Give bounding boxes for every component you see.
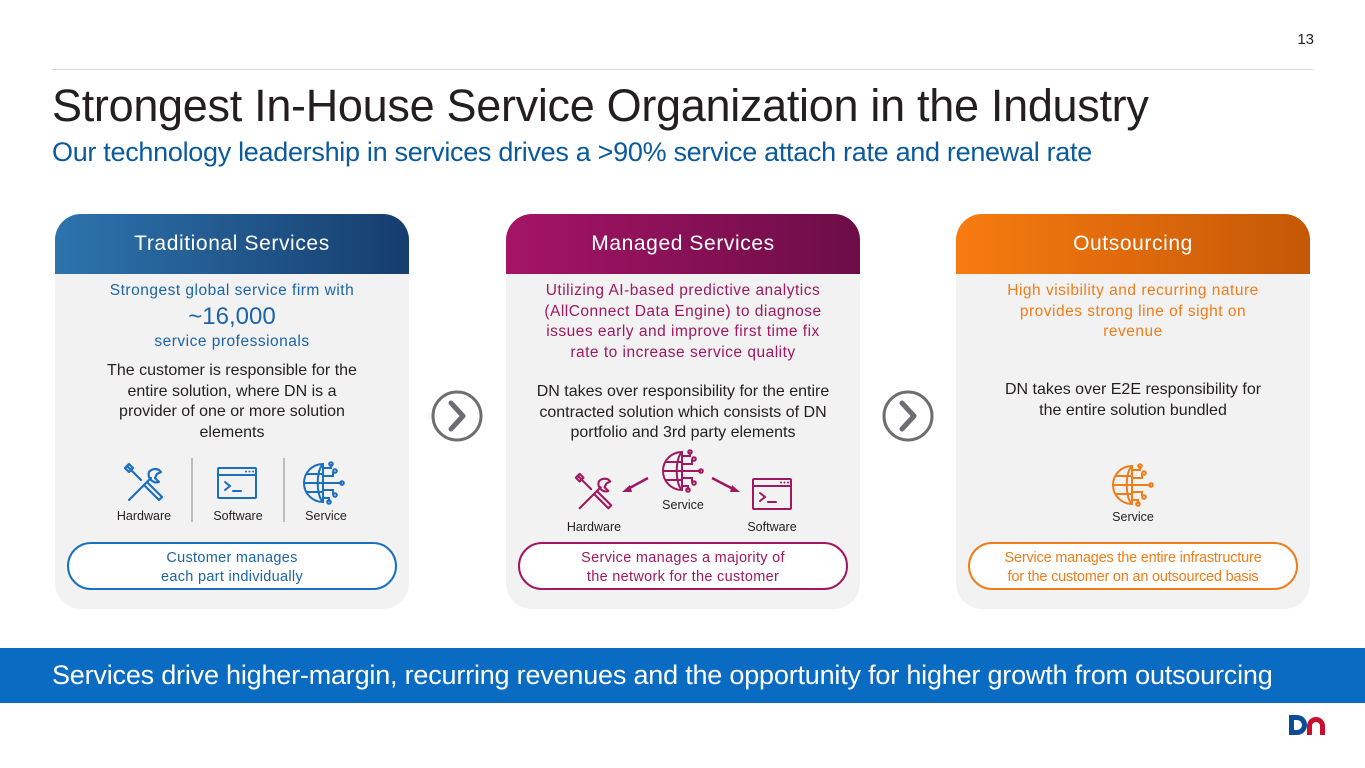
page-title: Strongest In-House Service Organization … bbox=[52, 80, 1149, 131]
page-number: 13 bbox=[1297, 31, 1314, 48]
card-lead: Strongest global service firm with ~16,0… bbox=[65, 281, 399, 352]
terminal-window-icon bbox=[752, 478, 792, 510]
pill-line: each part individually bbox=[160, 569, 303, 585]
lead-line: (AllConnect Data Engine) to diagnose bbox=[544, 302, 822, 320]
divider bbox=[191, 458, 193, 522]
lead-text: service professionals bbox=[154, 332, 310, 350]
icon-label-service: Service bbox=[662, 498, 704, 512]
lead-text: Strongest global service firm with bbox=[109, 282, 355, 299]
chevron-right-circle-icon bbox=[882, 390, 934, 442]
globe-network-icon bbox=[662, 449, 704, 493]
card-outsourcing: Outsourcing High visibility and recurrin… bbox=[956, 214, 1310, 609]
bottom-banner: Services drive higher-margin, recurring … bbox=[0, 648, 1365, 703]
card-body: The customer is responsible for the enti… bbox=[107, 362, 357, 441]
lead-line: issues early and improve first time fix bbox=[546, 323, 820, 340]
pill-line: Customer manages bbox=[166, 550, 298, 566]
icon-label-software: Software bbox=[213, 509, 263, 523]
lead-line: revenue bbox=[1103, 323, 1163, 340]
icon-label-hardware: Hardware bbox=[116, 509, 172, 523]
card-traditional-services: Traditional Services Strongest global se… bbox=[55, 214, 409, 609]
lead-line: High visibility and recurring nature bbox=[1007, 282, 1259, 299]
pill-line: for the customer on an outsourced basis bbox=[1007, 569, 1259, 585]
card-summary-pill: Service manages a majority of the networ… bbox=[518, 542, 848, 590]
globe-network-icon bbox=[1112, 463, 1154, 507]
dn-logo bbox=[1289, 715, 1325, 735]
pill-line: the network for the customer bbox=[586, 569, 780, 585]
wrench-screwdriver-icon bbox=[123, 462, 164, 502]
card-managed-services: Managed Services Utilizing AI-based pred… bbox=[506, 214, 860, 609]
globe-network-icon bbox=[303, 461, 345, 505]
divider bbox=[283, 458, 285, 522]
card-header: Managed Services bbox=[506, 214, 860, 274]
chevron-right-circle-icon bbox=[431, 390, 483, 442]
icon-label-software: Software bbox=[747, 520, 797, 534]
wrench-screwdriver-icon bbox=[574, 472, 613, 510]
icon-label-service: Service bbox=[305, 509, 347, 523]
card-header: Outsourcing bbox=[956, 214, 1310, 274]
card-summary-pill: Customer manages each part individually bbox=[67, 542, 397, 590]
arrow-right-down-icon bbox=[711, 476, 740, 492]
lead-line: rate to increase service quality bbox=[570, 343, 796, 361]
page-subtitle: Our technology leadership in services dr… bbox=[52, 137, 1092, 167]
card-body: DN takes over E2E responsibility for the… bbox=[1004, 381, 1262, 419]
card-lead: High visibility and recurring nature pro… bbox=[966, 281, 1300, 343]
card-header: Traditional Services bbox=[55, 214, 409, 274]
pill-line: Service manages the entire infrastructur… bbox=[1004, 550, 1262, 566]
terminal-window-icon bbox=[217, 467, 257, 499]
arrow-left-down-icon bbox=[622, 476, 649, 492]
lead-line: Utilizing AI-based predictive analytics bbox=[545, 282, 821, 299]
card-lead: Utilizing AI-based predictive analytics … bbox=[516, 281, 850, 363]
icon-label-hardware: Hardware bbox=[566, 520, 622, 534]
lead-line: provides strong line of sight on bbox=[1019, 302, 1247, 320]
icon-label-service: Service bbox=[1112, 510, 1154, 524]
top-divider bbox=[52, 69, 1313, 70]
card-summary-pill: Service manages the entire infrastructur… bbox=[968, 542, 1298, 590]
pill-line: Service manages a majority of bbox=[581, 550, 785, 566]
lead-number: ~16,000 bbox=[188, 302, 276, 330]
card-body: DN takes over responsibility for the ent… bbox=[536, 383, 830, 441]
